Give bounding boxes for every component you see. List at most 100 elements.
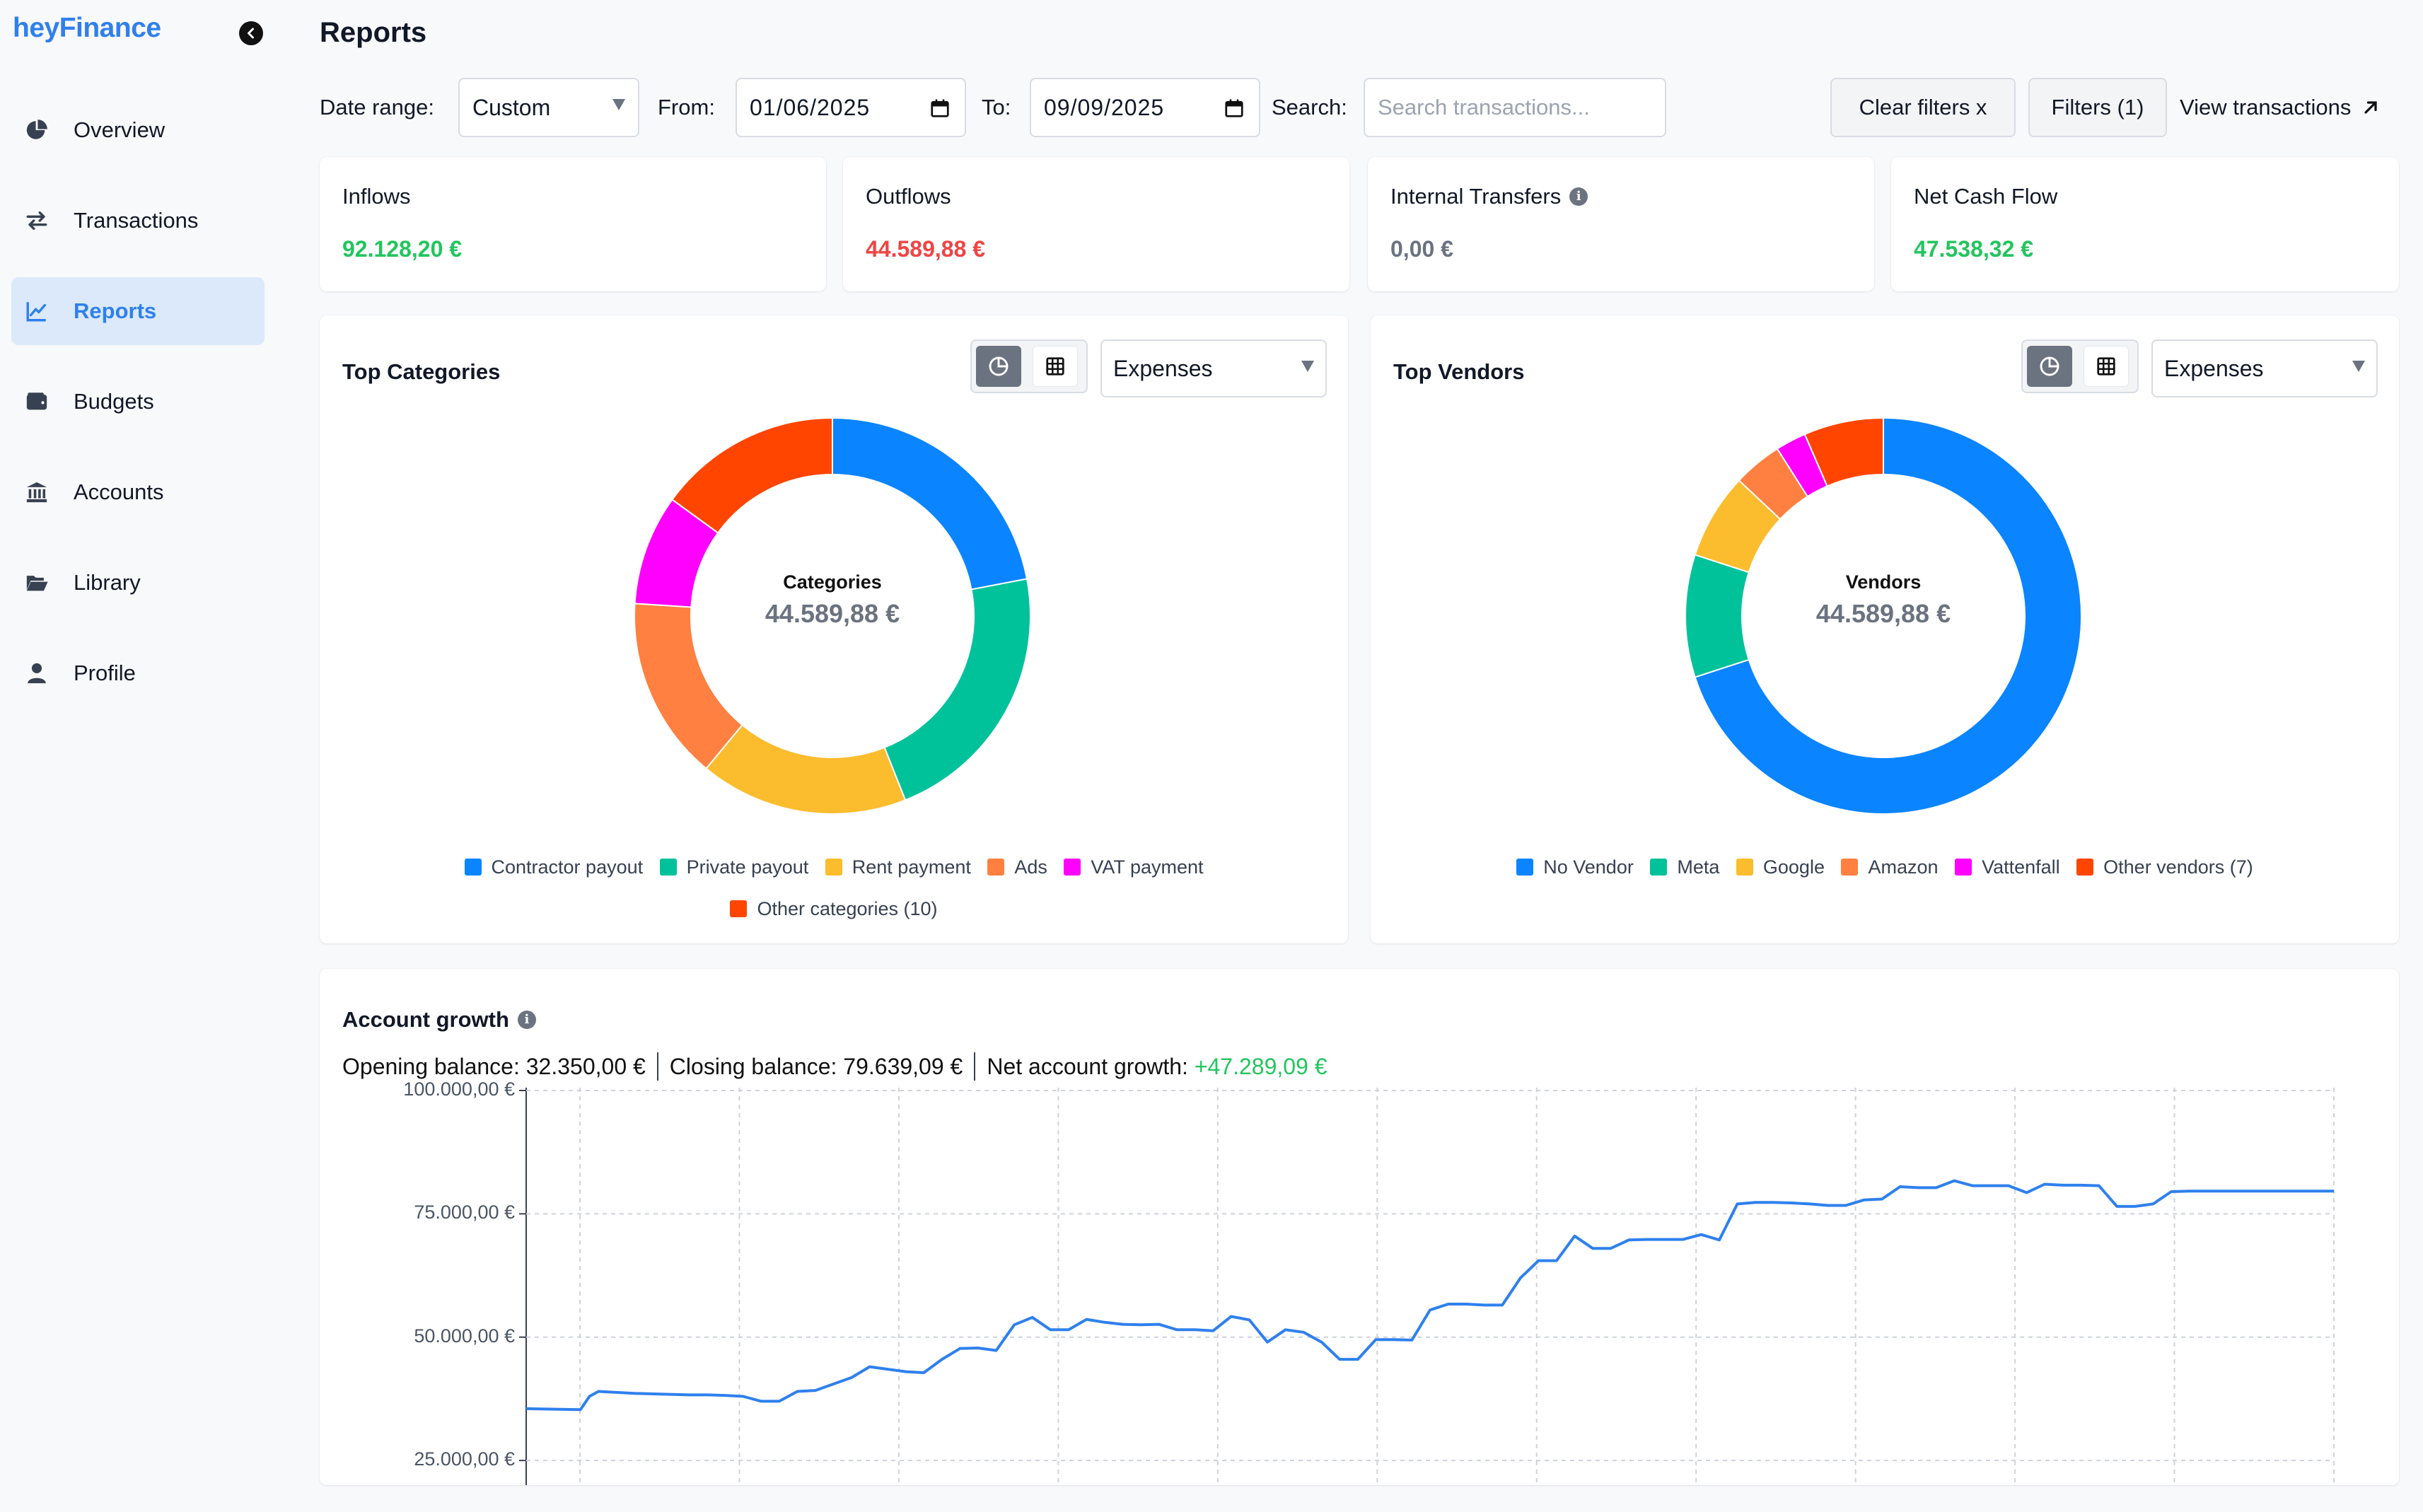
- search-input[interactable]: [1378, 95, 1652, 120]
- legend-item[interactable]: Other vendors (7): [2076, 847, 2253, 887]
- sidebar-item-label: Overview: [74, 117, 165, 142]
- donut-slice-other-vendors-7[interactable]: [1803, 417, 1884, 487]
- legend-label: Contractor payout: [491, 856, 644, 878]
- chevron-left-icon: [248, 28, 254, 39]
- sidebar-item-reports[interactable]: Reports: [11, 277, 265, 345]
- sidebar-item-library[interactable]: Library: [11, 549, 265, 617]
- collapse-sidebar-button[interactable]: [239, 21, 263, 45]
- info-icon[interactable]: i: [1569, 187, 1588, 206]
- y-tick-label: 25.000,00 €: [414, 1448, 515, 1470]
- date-range-select[interactable]: Custom: [458, 78, 639, 137]
- legend-item[interactable]: Other categories (10): [730, 889, 938, 929]
- account-growth-header: Account growth i: [342, 1007, 536, 1033]
- legend-swatch: [659, 859, 677, 876]
- filters-button[interactable]: Filters (1): [2028, 78, 2167, 137]
- legend-item[interactable]: Rent payment: [825, 847, 971, 887]
- legend-label: VAT payment: [1091, 856, 1204, 878]
- donut-center-label: Vendors: [1845, 571, 1922, 593]
- folder-open-icon: [24, 570, 50, 595]
- legend-label: Rent payment: [852, 856, 971, 878]
- legend-item[interactable]: Contractor payout: [464, 847, 644, 887]
- table-view-button[interactable]: [1033, 346, 1078, 387]
- legend-label: No Vendor: [1543, 856, 1634, 878]
- legend-swatch: [730, 900, 748, 917]
- from-date-input[interactable]: 01/06/2025: [736, 78, 966, 137]
- top-categories-title: Top Categories: [342, 359, 501, 384]
- legend-item[interactable]: Google: [1736, 847, 1825, 887]
- info-icon[interactable]: i: [517, 1011, 536, 1029]
- legend-label: Ads: [1014, 856, 1047, 878]
- inflows-label: Inflows: [342, 184, 411, 209]
- sidebar-item-profile[interactable]: Profile: [11, 639, 265, 707]
- categories-donut-center: Categories 44.589,88 €: [691, 571, 974, 629]
- net-growth-label: Net account growth:: [987, 1053, 1188, 1079]
- page-title: Reports: [320, 17, 427, 48]
- view-transactions-label: View transactions: [2180, 95, 2352, 120]
- sidebar-item-overview[interactable]: Overview: [11, 96, 265, 164]
- legend-swatch: [825, 859, 842, 876]
- brand-logo[interactable]: heyFinance: [13, 13, 161, 43]
- category-type-value: Expenses: [1113, 355, 1213, 381]
- legend-swatch: [464, 859, 482, 876]
- divider: [974, 1052, 976, 1081]
- chart-view-button[interactable]: [976, 346, 1021, 387]
- table-view-button[interactable]: [2084, 346, 2129, 387]
- legend-item[interactable]: Amazon: [1841, 847, 1939, 887]
- calendar-icon[interactable]: [929, 98, 951, 119]
- legend-item[interactable]: VAT payment: [1064, 847, 1204, 887]
- vendor-type-value: Expenses: [2164, 355, 2264, 381]
- view-transactions-link[interactable]: View transactions: [2180, 78, 2381, 137]
- sidebar-item-label: Budgets: [74, 389, 154, 414]
- view-toggle: [970, 339, 1088, 393]
- search-field[interactable]: [1364, 78, 1666, 137]
- legend-swatch: [2076, 859, 2094, 876]
- view-toggle: [2021, 339, 2139, 393]
- sidebar-item-budgets[interactable]: Budgets: [11, 368, 265, 436]
- categories-donut-chart: [634, 417, 1031, 815]
- legend-item[interactable]: Private payout: [659, 847, 809, 887]
- donut-slice-contractor-payout[interactable]: [832, 417, 1028, 591]
- legend-item[interactable]: No Vendor: [1516, 847, 1634, 887]
- caret-down-icon: [612, 99, 625, 110]
- legend-label: Private payout: [686, 856, 809, 878]
- sidebar-item-transactions[interactable]: Transactions: [11, 187, 265, 255]
- net-growth-value: +47.289,09 €: [1194, 1053, 1327, 1079]
- internal-transfers-header: Internal Transfers i: [1390, 184, 1588, 209]
- donut-center-value: 44.589,88 €: [1815, 599, 1951, 628]
- donut-slice-other-categories-10[interactable]: [671, 417, 833, 534]
- donut-slice-meta[interactable]: [1685, 554, 1750, 678]
- table-icon: [2097, 357, 2115, 376]
- line-chart-icon: [24, 298, 50, 324]
- pie-chart-icon: [2040, 356, 2059, 376]
- category-type-select[interactable]: Expenses: [1100, 339, 1327, 397]
- donut-slice-rent-payment[interactable]: [705, 723, 907, 815]
- sidebar-item-accounts[interactable]: Accounts: [11, 458, 265, 526]
- to-date-input[interactable]: 09/09/2025: [1030, 78, 1260, 137]
- pie-chart-icon: [989, 356, 1009, 376]
- sidebar-nav: Overview Transactions Reports Budgets Ac…: [11, 96, 265, 730]
- date-range-value: Custom: [472, 94, 551, 120]
- internal-transfers-label: Internal Transfers: [1390, 184, 1562, 209]
- legend-item[interactable]: Ads: [987, 847, 1047, 887]
- internal-transfers-card: Internal Transfers i 0,00 €: [1368, 157, 1874, 291]
- sidebar-item-label: Accounts: [74, 479, 164, 504]
- legend-item[interactable]: Vattenfall: [1955, 847, 2060, 887]
- chart-view-button[interactable]: [2027, 346, 2072, 387]
- closing-balance-label: Closing balance:: [669, 1053, 837, 1079]
- vendor-type-select[interactable]: Expenses: [2151, 339, 2378, 397]
- sidebar-item-label: Library: [74, 570, 141, 595]
- net-cash-flow-value: 47.538,32 €: [1914, 236, 2034, 262]
- calendar-icon[interactable]: [1224, 98, 1245, 119]
- from-label: From:: [658, 95, 715, 120]
- account-growth-panel: Account growth i Opening balance: 32.350…: [320, 969, 2399, 1485]
- divider: [656, 1052, 658, 1081]
- top-categories-panel: Top Categories Expenses Categories 44.58…: [320, 315, 1348, 943]
- donut-center-label: Categories: [783, 571, 882, 593]
- outflows-label: Outflows: [866, 184, 951, 209]
- legend-item[interactable]: Meta: [1650, 847, 1719, 887]
- legend-swatch: [1516, 859, 1534, 876]
- clear-filters-button[interactable]: Clear filters x: [1830, 78, 2016, 137]
- account-balance-series-line[interactable]: [525, 1179, 2334, 1412]
- donut-slice-no-vendor[interactable]: [1694, 417, 2082, 815]
- caret-down-icon: [1301, 361, 1314, 372]
